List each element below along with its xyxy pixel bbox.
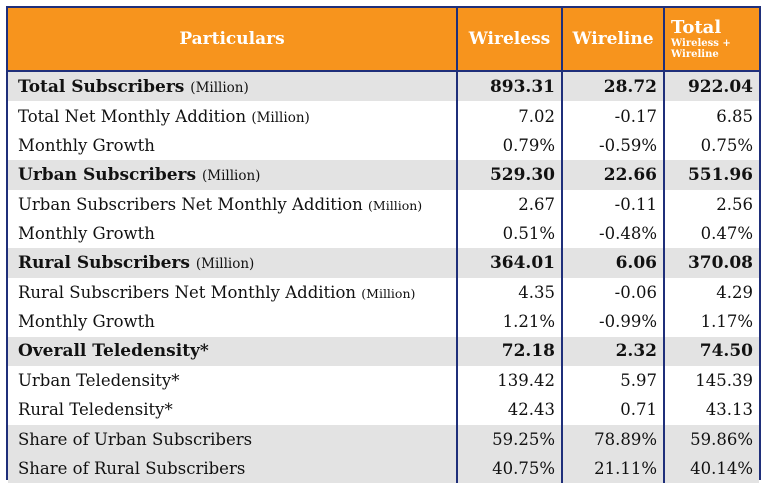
table-row: Urban Subscribers (Million) 529.30 22.66… [8, 160, 759, 190]
cell-total: 2.56 [716, 194, 753, 214]
cell-total: 0.75% [700, 135, 753, 155]
header-wireless: Wireless [457, 8, 563, 71]
cell-wireline: 5.97 [562, 365, 665, 396]
cell-total: 145.39 [695, 371, 753, 391]
cell-total: 1.17% [700, 312, 753, 332]
table-row: Total Net Monthly Addition (Million) 7.0… [8, 101, 759, 131]
row-label-cell: Share of Rural Subscribers [8, 454, 458, 484]
row-label: Share of Rural Subscribers [18, 459, 246, 479]
row-label-cell: Total Subscribers (Million) [8, 71, 458, 102]
cell-wireline: -0.06 [562, 277, 665, 308]
cell-wireline: 78.89% [562, 424, 665, 455]
row-label: Monthly Growth [18, 224, 155, 244]
header-wireline: Wireline [562, 8, 665, 71]
row-label-cell: Urban Subscribers Net Monthly Addition (… [8, 189, 458, 219]
table-row: Share of Urban Subscribers 59.25% 78.89%… [8, 424, 759, 455]
cell-total: 43.13 [705, 400, 753, 420]
table-header-row: Particulars Wireless Wireline Total Wire… [8, 8, 759, 71]
row-label: Urban Subscribers [18, 164, 197, 185]
cell-total: 0.47% [700, 224, 753, 244]
row-label-cell: Urban Subscribers (Million) [8, 160, 458, 190]
cell-wireline: -0.99% [562, 307, 665, 337]
subscriber-table: Particulars Wireless Wireline Total Wire… [8, 8, 759, 484]
cell-wireless: 59.25% [457, 424, 563, 455]
cell-wireline: 2.32 [562, 336, 665, 366]
row-unit: (Million) [368, 197, 423, 213]
header-total: Total Wireless + Wireline [664, 8, 759, 71]
cell-wireless: 893.31 [457, 71, 563, 102]
row-label-cell: Total Net Monthly Addition (Million) [8, 101, 458, 131]
cell-wireless: 72.18 [457, 336, 563, 366]
row-label: Overall Teledensity* [18, 341, 209, 362]
row-label: Rural Teledensity* [18, 400, 173, 420]
row-label: Monthly Growth [18, 135, 155, 155]
cell-total: 40.14% [664, 454, 759, 484]
table-row: Rural Subscribers Net Monthly Addition (… [8, 277, 759, 308]
row-label: Monthly Growth [18, 312, 155, 332]
table-row: Urban Teledensity* 139.42 5.97 145.39 [8, 365, 759, 396]
cell-total: 59.86% [664, 424, 759, 455]
table-row: Rural Subscribers (Million) 364.01 6.06 … [8, 248, 759, 278]
row-label: Urban Teledensity* [18, 371, 180, 391]
cell-total: 4.29 [716, 282, 753, 302]
cell-total: 74.50 [664, 336, 759, 366]
cell-wireline: -0.48% [562, 218, 665, 249]
row-unit: (Million) [195, 256, 255, 273]
row-label: Total Net Monthly Addition [18, 106, 247, 126]
cell-wireless: 40.75% [457, 454, 563, 484]
table-row: Monthly Growth 0.79% -0.59% 0.75% [8, 130, 759, 161]
row-unit: (Million) [190, 79, 249, 96]
cell-total: 6.85 [716, 106, 753, 126]
row-unit: (Million) [251, 109, 310, 126]
cell-total: 922.04 [664, 71, 759, 102]
row-label: Rural Subscribers [18, 253, 190, 274]
row-label-cell: Urban Teledensity* [8, 365, 458, 396]
row-label: Share of Urban Subscribers [18, 429, 253, 449]
row-label-cell: Monthly Growth [8, 218, 458, 249]
cell-wireless: 4.35 [457, 277, 563, 308]
cell-wireless: 7.02 [457, 101, 563, 131]
cell-wireless: 0.51% [457, 218, 563, 249]
cell-wireless: 364.01 [457, 248, 563, 278]
cell-wireline: -0.17 [562, 101, 665, 131]
cell-wireless: 1.21% [457, 307, 563, 337]
cell-wireline: 22.66 [562, 160, 665, 190]
row-label: Urban Subscribers Net Monthly Addition [18, 194, 363, 214]
row-label-cell: Share of Urban Subscribers [8, 424, 458, 455]
row-unit: (Million) [361, 285, 416, 301]
table-row: Total Subscribers (Million) 893.31 28.72… [8, 71, 759, 102]
row-label-cell: Monthly Growth [8, 130, 458, 161]
header-total-label: Total [671, 17, 722, 38]
table-row: Urban Subscribers Net Monthly Addition (… [8, 189, 759, 219]
cell-wireline: 28.72 [562, 71, 665, 102]
table-row: Rural Teledensity* 42.43 0.71 43.13 [8, 395, 759, 425]
row-label-cell: Overall Teledensity* [8, 336, 458, 366]
row-label-cell: Rural Teledensity* [8, 395, 458, 425]
cell-wireline: -0.11 [562, 189, 665, 219]
row-unit: (Million) [201, 167, 261, 184]
cell-wireless: 529.30 [457, 160, 563, 190]
row-label: Rural Subscribers Net Monthly Addition [18, 282, 357, 302]
cell-wireline: -0.59% [562, 130, 665, 161]
table-row: Monthly Growth 1.21% -0.99% 1.17% [8, 307, 759, 337]
cell-wireless: 42.43 [457, 395, 563, 425]
cell-wireline: 6.06 [562, 248, 665, 278]
header-total-sublabel: Wireless + Wireline [671, 38, 731, 60]
cell-total: 370.08 [664, 248, 759, 278]
row-label: Total Subscribers [18, 76, 185, 97]
row-label-cell: Rural Subscribers (Million) [8, 248, 458, 278]
cell-wireline: 0.71 [562, 395, 665, 425]
cell-wireless: 2.67 [457, 189, 563, 219]
cell-wireless: 0.79% [457, 130, 563, 161]
header-particulars: Particulars [8, 8, 458, 71]
cell-wireless: 139.42 [457, 365, 563, 396]
row-label-cell: Monthly Growth [8, 307, 458, 337]
table-row: Monthly Growth 0.51% -0.48% 0.47% [8, 218, 759, 249]
cell-wireline: 21.11% [562, 454, 665, 484]
table-row: Overall Teledensity* 72.18 2.32 74.50 [8, 336, 759, 366]
cell-total: 551.96 [664, 160, 759, 190]
table-row: Share of Rural Subscribers 40.75% 21.11%… [8, 454, 759, 484]
row-label-cell: Rural Subscribers Net Monthly Addition (… [8, 277, 458, 308]
subscriber-table-frame: Particulars Wireless Wireline Total Wire… [6, 6, 761, 484]
